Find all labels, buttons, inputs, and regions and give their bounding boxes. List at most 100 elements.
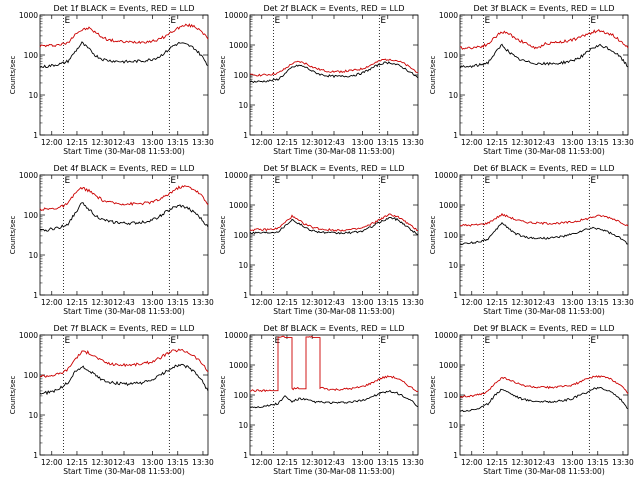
y-axis-label: Counts/sec (429, 56, 437, 95)
plot-frame (249, 174, 419, 296)
plot-frame (39, 14, 209, 136)
event-marker-label: E (170, 336, 176, 346)
y-tick-label: 10 (28, 251, 38, 260)
x-tick-label: 12:00 (41, 138, 63, 147)
x-tick-label: 13:15 (167, 138, 189, 147)
x-tick-label: 13:30 (402, 458, 424, 467)
y-axis-label: Counts/sec (429, 376, 437, 415)
event-marker-label: E (485, 16, 491, 26)
panel-title: Det 5f BLACK = Events, RED = LLD (263, 164, 404, 173)
plot-frame (459, 14, 629, 136)
panel-title: Det 3f BLACK = Events, RED = LLD (473, 4, 614, 13)
x-tick-label: 13:30 (402, 138, 424, 147)
x-axis-label: Start Time (30-Mar-08 11:53:00) (483, 307, 605, 316)
y-tick-label: 1000 (19, 171, 38, 180)
x-tick-label: 12:43 (113, 298, 135, 307)
x-axis-label: Start Time (30-Mar-08 11:53:00) (63, 147, 185, 156)
y-tick-label: 1000 (19, 11, 38, 20)
x-tick-label: 12:30 (301, 138, 323, 147)
y-tick-label: 10 (448, 261, 458, 270)
y-tick-label: 10000 (224, 171, 248, 180)
event-marker-label: E (590, 16, 596, 26)
y-tick-label: 10 (448, 421, 458, 430)
panel-title: Det 1f BLACK = Events, RED = LLD (53, 4, 194, 13)
x-tick-label: 12:15 (486, 458, 508, 467)
x-tick-label: 13:15 (587, 138, 609, 147)
y-tick-label: 1000 (439, 201, 458, 210)
plot-frame (249, 14, 419, 136)
plot-frame (39, 174, 209, 296)
panel-3: Det 3f BLACK = Events, RED = LLD 1 10 100 10… (429, 4, 634, 156)
y-tick-label: 100 (24, 211, 39, 220)
x-tick-label: 12:43 (113, 138, 135, 147)
y-tick-label: 1000 (229, 41, 248, 50)
y-tick-label: 1000 (19, 331, 38, 340)
x-tick-label: 12:00 (461, 458, 483, 467)
event-rate-line (249, 389, 419, 409)
x-axis-label: Start Time (30-Mar-08 11:53:00) (273, 147, 395, 156)
x-tick-label: 12:00 (251, 138, 273, 147)
x-tick-label: 13:30 (192, 458, 214, 467)
x-tick-label: 13:00 (562, 138, 584, 147)
panel-9: Det 9f BLACK = Events, RED = LLD 1 10 100 10… (429, 324, 634, 476)
y-tick-label: 1 (243, 131, 248, 140)
plot-frame (39, 334, 209, 456)
x-tick-label: 12:43 (533, 458, 555, 467)
x-tick-label: 13:00 (142, 458, 164, 467)
x-tick-label: 13:30 (612, 458, 634, 467)
panel-title: Det 8f BLACK = Events, RED = LLD (263, 324, 404, 333)
y-axis-label: Counts/sec (219, 376, 227, 415)
x-tick-label: 12:43 (113, 458, 135, 467)
y-tick-label: 1 (243, 451, 248, 460)
x-tick-label: 12:00 (251, 298, 273, 307)
event-marker-label: E (590, 336, 596, 346)
y-tick-label: 1 (33, 131, 38, 140)
x-axis-label: Start Time (30-Mar-08 11:53:00) (63, 307, 185, 316)
y-tick-label: 10000 (434, 171, 458, 180)
y-tick-label: 10000 (224, 331, 248, 340)
y-tick-label: 10 (238, 261, 248, 270)
lld-rate-line (249, 335, 418, 393)
x-tick-label: 12:30 (91, 458, 113, 467)
event-marker-label: E (380, 16, 386, 26)
x-tick-label: 12:15 (276, 298, 298, 307)
y-axis-label: Counts/sec (9, 56, 17, 95)
panel-4: Det 4f BLACK = Events, RED = LLD 1 10 100 10… (9, 164, 214, 316)
y-tick-label: 100 (444, 231, 459, 240)
y-tick-label: 1 (243, 291, 248, 300)
y-tick-label: 1000 (229, 201, 248, 210)
y-tick-label: 10 (28, 411, 38, 420)
event-marker-label: E (590, 176, 596, 186)
x-axis-label: Start Time (30-Mar-08 11:53:00) (273, 307, 395, 316)
event-rate-line (459, 43, 629, 69)
event-marker-label: E (170, 16, 176, 26)
event-rate-line (459, 386, 629, 412)
y-tick-label: 1000 (439, 11, 458, 20)
x-axis-label: Start Time (30-Mar-08 11:53:00) (483, 467, 605, 476)
lld-rate-line (249, 58, 419, 77)
event-marker-label: E (275, 336, 281, 346)
event-rate-line (249, 61, 419, 84)
event-rate-line (39, 363, 209, 396)
x-tick-label: 12:15 (276, 138, 298, 147)
panel-title: Det 7f BLACK = Events, RED = LLD (53, 324, 194, 333)
event-rate-line (39, 41, 209, 68)
plot-frame (459, 334, 629, 456)
y-tick-label: 10 (238, 421, 248, 430)
y-tick-label: 1 (33, 291, 38, 300)
x-tick-label: 12:00 (461, 138, 483, 147)
lld-rate-line (39, 23, 209, 48)
x-tick-label: 12:30 (301, 458, 323, 467)
y-tick-label: 1 (453, 291, 458, 300)
x-tick-label: 12:15 (66, 138, 88, 147)
panel-1: Det 1f BLACK = Events, RED = LLD 1 10 100 10… (9, 4, 214, 156)
x-tick-label: 12:15 (66, 458, 88, 467)
x-tick-label: 12:00 (41, 298, 63, 307)
y-tick-label: 10 (28, 91, 38, 100)
x-tick-label: 12:43 (323, 298, 345, 307)
y-tick-label: 100 (234, 71, 249, 80)
y-tick-label: 100 (444, 51, 459, 60)
x-tick-label: 12:15 (66, 298, 88, 307)
panel-title: Det 2f BLACK = Events, RED = LLD (263, 4, 404, 13)
